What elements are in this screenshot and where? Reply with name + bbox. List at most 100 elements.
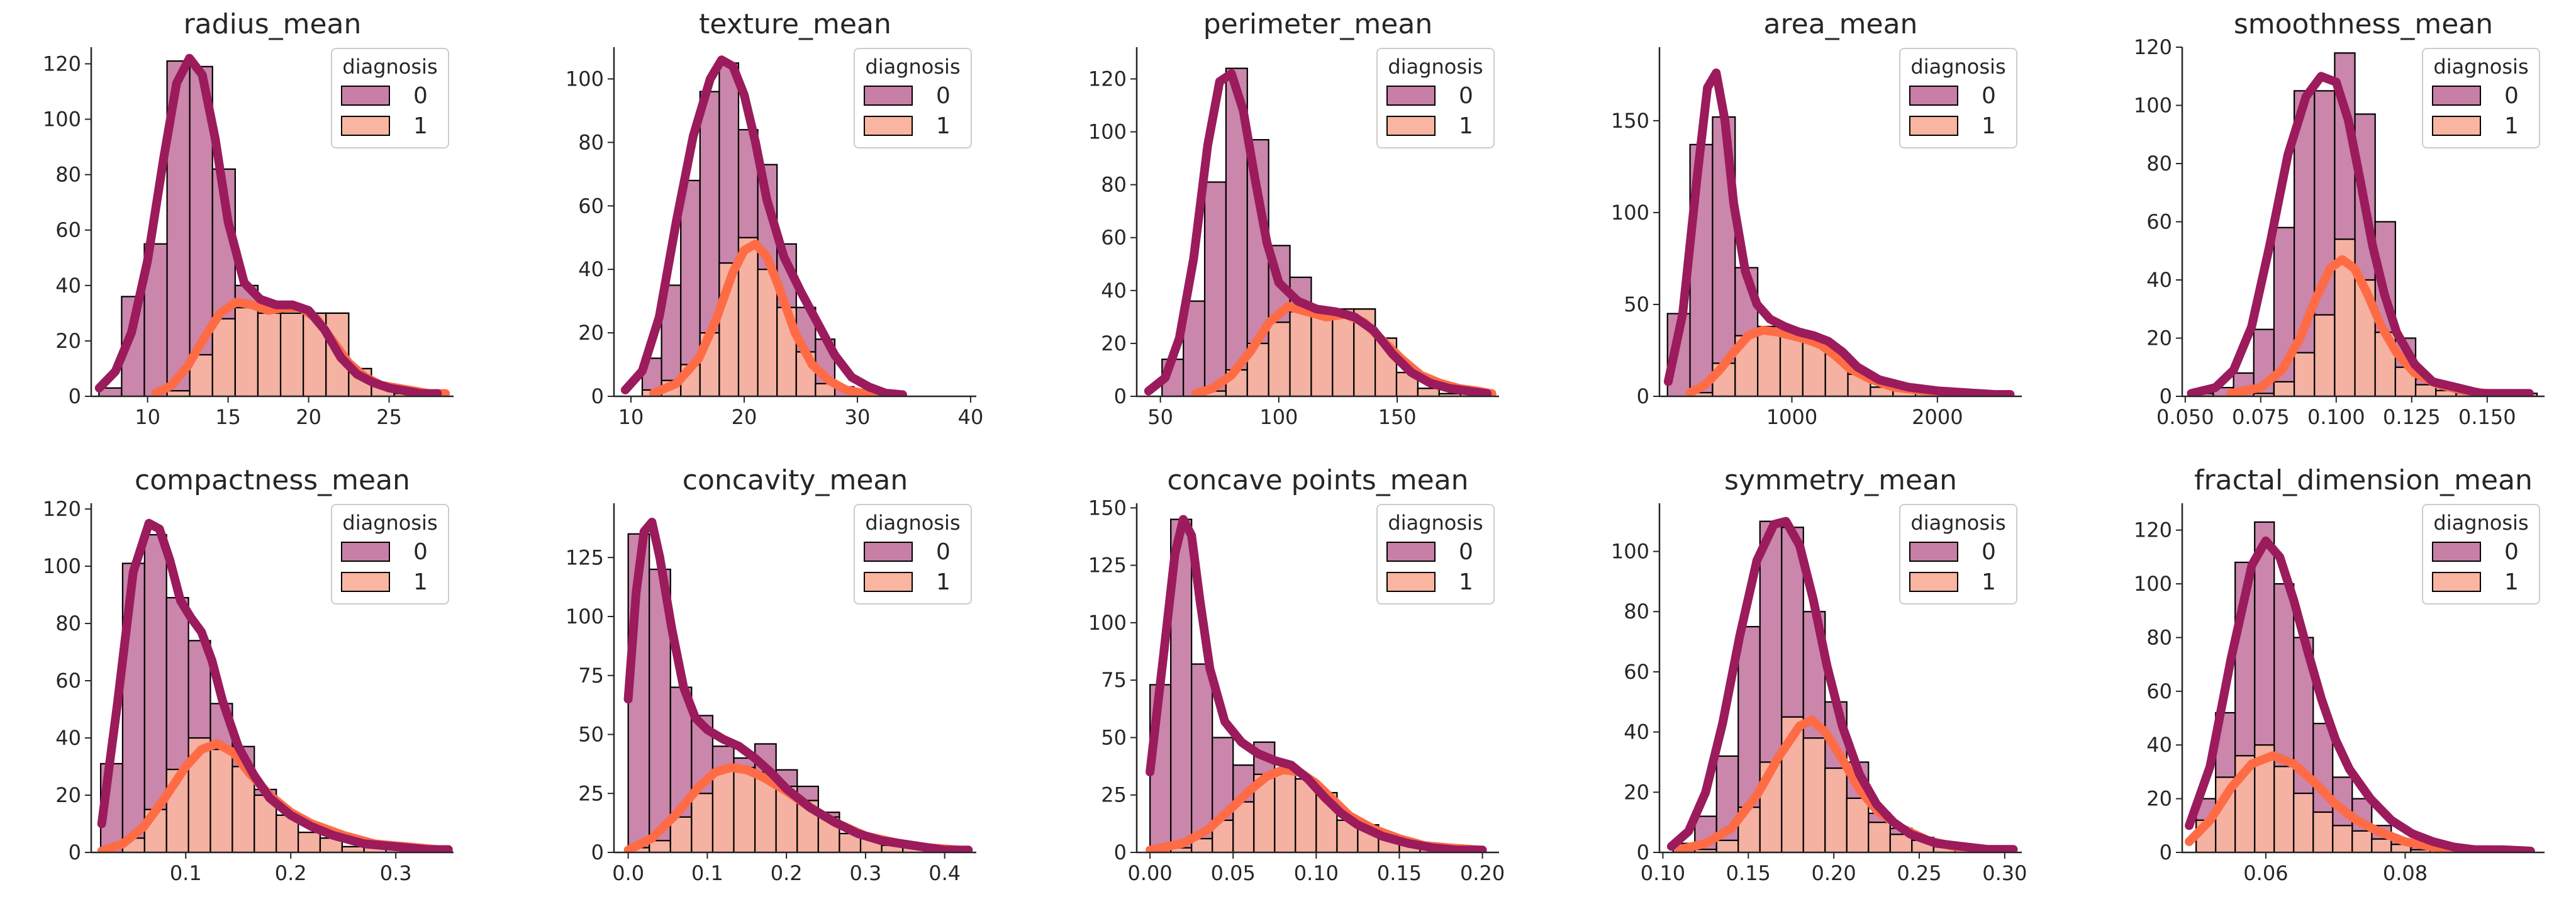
legend-swatch-1 <box>1386 572 1436 592</box>
legend: diagnosis 0 1 <box>1899 48 2017 148</box>
y-tick-label: 75 <box>1101 668 1127 692</box>
x-tick-label: 0.08 <box>2383 861 2428 885</box>
legend-title: diagnosis <box>865 55 960 79</box>
x-tick-label: 0.0 <box>612 861 644 885</box>
legend-label: 0 <box>936 539 951 565</box>
legend-label: 1 <box>936 569 951 595</box>
y-tick-label: 80 <box>2146 625 2172 649</box>
chart-title: symmetry_mean <box>1724 464 1957 496</box>
bar <box>1332 308 1355 396</box>
y-tick-label: 120 <box>2134 518 2172 542</box>
bar <box>257 312 282 396</box>
legend-swatch-1 <box>1909 116 1958 136</box>
y-tick-label: 100 <box>1088 611 1127 635</box>
y-tick-label: 100 <box>1611 201 1649 225</box>
kde-line-1 <box>649 239 884 396</box>
plot-area <box>1146 515 1487 852</box>
chart-title: concavity_mean <box>683 464 908 496</box>
x-tick-label: 0.15 <box>1726 861 1771 885</box>
bar <box>297 832 321 852</box>
bar <box>691 793 714 852</box>
chart-panel-5: compactness_mean 0 20 40 60 80 100 120 0.1 0.2 0.3… <box>43 464 454 885</box>
y-tick-label: 0 <box>1637 840 1649 864</box>
x-tick-label: 20 <box>732 405 757 429</box>
y-tick-label: 40 <box>55 274 81 298</box>
legend-swatch-0 <box>341 86 390 106</box>
bar <box>1268 321 1291 396</box>
legend-title: diagnosis <box>865 511 960 535</box>
y-tick-label: 60 <box>55 669 81 693</box>
y-tick-label: 0 <box>591 384 604 408</box>
bar <box>2273 766 2295 852</box>
x-tick-label: 0.20 <box>1812 861 1856 885</box>
x-tick-label: 10 <box>618 405 644 429</box>
legend: diagnosis 0 1 <box>854 48 972 148</box>
kde-line-0 <box>94 53 442 396</box>
y-tick-label: 60 <box>1101 226 1127 250</box>
y-tick-label: 20 <box>55 783 81 807</box>
y-tick-label: 60 <box>2146 679 2172 703</box>
y-tick-label: 120 <box>43 497 81 521</box>
plot-area <box>2187 52 2538 396</box>
legend: diagnosis 0 1 <box>1899 504 2017 605</box>
chart-title: perimeter_mean <box>1203 8 1432 40</box>
bar <box>279 312 304 396</box>
plot-area <box>2185 521 2535 852</box>
y-tick-label: 125 <box>1088 554 1127 578</box>
y-tick-label: 40 <box>578 257 604 281</box>
bar-series-1 <box>121 737 453 852</box>
bar <box>234 306 259 396</box>
kde-line-0 <box>1667 516 2018 852</box>
bar <box>711 769 735 852</box>
x-tick-label: 0.05 <box>1211 861 1256 885</box>
chart-title: smoothness_mean <box>2234 8 2493 40</box>
kde-line-0 <box>623 518 973 852</box>
bar <box>1310 311 1334 396</box>
x-tick-label: 0.3 <box>380 861 412 885</box>
y-tick-label: 100 <box>1088 120 1127 144</box>
y-tick-label: 100 <box>566 67 604 91</box>
y-tick-label: 120 <box>1088 67 1127 91</box>
legend-label: 0 <box>936 83 951 109</box>
x-tick-label: 0.3 <box>849 861 881 885</box>
bar <box>757 269 778 396</box>
legend-swatch-0 <box>1386 542 1436 562</box>
legend-title: diagnosis <box>342 55 437 79</box>
y-tick-label: 60 <box>578 194 604 218</box>
y-tick-label: 20 <box>1624 780 1649 804</box>
bar <box>2273 381 2295 396</box>
bar <box>733 766 756 852</box>
legend-swatch-0 <box>1909 542 1958 562</box>
y-tick-label: 60 <box>55 218 81 242</box>
legend-label: 1 <box>936 113 951 139</box>
y-tick-label: 40 <box>2146 268 2172 292</box>
y-tick-label: 0 <box>69 840 81 864</box>
plot-area <box>623 518 973 852</box>
kde-line-0 <box>2185 536 2535 852</box>
chart-panel-6: concavity_mean 0 25 50 75 100 125 0.0 0.1 0.2 0.3 0… <box>566 464 976 885</box>
x-tick-label: 0.15 <box>1377 861 1422 885</box>
legend-label: 1 <box>1459 569 1473 595</box>
plot-area <box>1144 67 1497 396</box>
x-tick-label: 0.00 <box>1128 861 1173 885</box>
y-tick-label: 25 <box>1101 783 1127 807</box>
y-tick-label: 50 <box>578 723 604 747</box>
bar <box>2293 792 2314 852</box>
legend-swatch-0 <box>2432 86 2481 106</box>
bar <box>1417 388 1440 396</box>
y-tick-label: 60 <box>2146 210 2172 234</box>
x-tick-label: 0.050 <box>2156 405 2214 429</box>
chart-title: compactness_mean <box>135 464 410 496</box>
plot-area <box>97 518 453 852</box>
y-tick-label: 120 <box>2134 35 2172 59</box>
legend: diagnosis 0 1 <box>1376 504 1495 605</box>
y-tick-label: 0 <box>591 840 604 864</box>
x-tick-label: 30 <box>845 405 871 429</box>
chart-panel-8: symmetry_mean 0 20 40 60 80 100 0.10 0.15 0.20 0.2… <box>1611 464 2027 885</box>
x-tick-label: 0.06 <box>2243 861 2288 885</box>
y-tick-label: 20 <box>1101 332 1127 355</box>
legend-label: 0 <box>1982 83 1996 109</box>
bar <box>1802 737 1826 852</box>
legend-swatch-1 <box>864 116 913 136</box>
